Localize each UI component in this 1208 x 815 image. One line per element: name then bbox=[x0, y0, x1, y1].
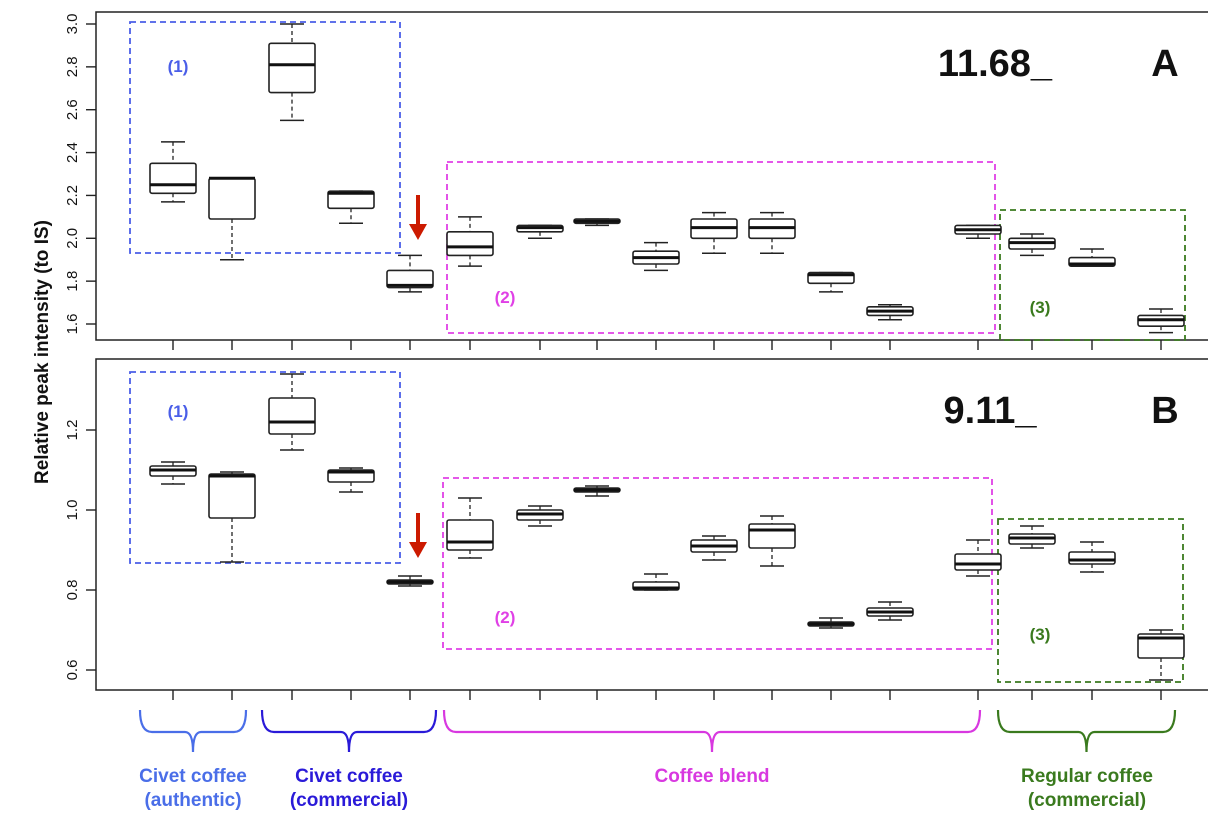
highlight-arrow-head bbox=[409, 224, 427, 240]
box-iqr bbox=[149, 162, 197, 195]
box-plot-13 bbox=[866, 601, 914, 621]
box-plot-16 bbox=[1068, 541, 1116, 573]
box-plot-7 bbox=[516, 224, 564, 240]
y-tick-label: 2.0 bbox=[64, 228, 81, 249]
y-tick-label: 1.0 bbox=[64, 500, 81, 521]
box-iqr bbox=[1137, 633, 1185, 659]
box-plot-8 bbox=[573, 485, 621, 497]
y-tick-label: 2.2 bbox=[64, 185, 81, 206]
box-iqr bbox=[446, 231, 494, 257]
box-plot-11 bbox=[748, 515, 796, 567]
y-tick-label: 3.0 bbox=[64, 14, 81, 35]
box-plot-15 bbox=[1008, 233, 1056, 257]
box-plot-8 bbox=[573, 218, 621, 227]
y-tick-label: 1.8 bbox=[64, 271, 81, 292]
box-plot-6 bbox=[446, 497, 494, 559]
y-tick-label: 1.6 bbox=[64, 314, 81, 335]
box-plot-17 bbox=[1137, 629, 1185, 681]
group-label: Civet coffee bbox=[295, 766, 403, 787]
box-plot-4 bbox=[327, 190, 375, 225]
box-plot-14 bbox=[954, 539, 1002, 577]
highlight-arrow-head bbox=[409, 542, 427, 558]
box-iqr bbox=[954, 553, 1002, 571]
region-label: (2) bbox=[495, 608, 516, 627]
box-plot-7 bbox=[516, 505, 564, 527]
region-label: (1) bbox=[168, 402, 189, 421]
box-iqr bbox=[208, 473, 256, 519]
group-bracket bbox=[260, 709, 438, 753]
y-tick-label: 2.6 bbox=[64, 99, 81, 120]
panel-letter: B bbox=[1151, 390, 1178, 432]
group-region-box bbox=[129, 371, 401, 564]
panel-title: 9.11_ bbox=[944, 390, 1038, 432]
box-iqr bbox=[208, 177, 256, 220]
box-plot-3 bbox=[268, 23, 316, 122]
box-plot-14 bbox=[954, 224, 1002, 240]
y-tick-label: 1.2 bbox=[64, 420, 81, 441]
region-label: (2) bbox=[495, 288, 516, 307]
group-region-box bbox=[129, 21, 401, 254]
box-plot-2 bbox=[208, 471, 256, 563]
group-label: (commercial) bbox=[290, 790, 408, 811]
box-plot-16 bbox=[1068, 248, 1116, 267]
box-plot-5 bbox=[386, 254, 434, 293]
box-iqr bbox=[268, 397, 316, 435]
group-region-box bbox=[999, 209, 1186, 341]
box-plot-11 bbox=[748, 211, 796, 255]
group-bracket bbox=[996, 709, 1177, 753]
box-iqr bbox=[446, 519, 494, 551]
box-plot-3 bbox=[268, 373, 316, 451]
box-plot-15 bbox=[1008, 525, 1056, 549]
box-plot-2 bbox=[208, 176, 256, 261]
box-plot-17 bbox=[1137, 308, 1185, 334]
panel-a: 1.6 1.8 2.0 2.2 2.4 2.6 2.8 3.0 (1) (2) (3) 11.68_ A bbox=[64, 11, 1208, 350]
group-region-box bbox=[997, 518, 1184, 683]
group-label: Regular coffee bbox=[1021, 766, 1153, 787]
panel-title: 11.68_ bbox=[938, 43, 1053, 85]
box-plot-12 bbox=[807, 617, 855, 629]
box-plot-6 bbox=[446, 216, 494, 267]
box-plot-1 bbox=[149, 461, 197, 485]
box-plot-1 bbox=[149, 141, 197, 203]
region-label: (3) bbox=[1030, 298, 1051, 317]
group-label: (authentic) bbox=[144, 790, 241, 811]
group-label: Civet coffee bbox=[139, 766, 247, 787]
y-tick-label: 2.4 bbox=[64, 142, 81, 163]
sample-group-brackets: Civet coffee (authentic) Civet coffee (comm… bbox=[138, 709, 1177, 811]
box-plot-10 bbox=[690, 535, 738, 561]
panel-b: 0.6 0.8 1.0 1.2 (1) (2) (3) 9.11_ B bbox=[64, 358, 1208, 700]
group-label: Coffee blend bbox=[654, 766, 769, 787]
group-label: (commercial) bbox=[1028, 790, 1146, 811]
box-plot-12 bbox=[807, 271, 855, 293]
box-iqr bbox=[386, 269, 434, 289]
box-plot-9 bbox=[632, 573, 680, 591]
plot-frame bbox=[95, 358, 1208, 691]
region-label: (3) bbox=[1030, 625, 1051, 644]
box-iqr bbox=[268, 42, 316, 94]
box-iqr bbox=[327, 190, 375, 210]
box-iqr bbox=[748, 523, 796, 549]
y-axis-label: Relative peak intensity (to IS) bbox=[32, 220, 53, 484]
box-plot-9 bbox=[632, 241, 680, 272]
y-tick-label: 0.8 bbox=[64, 580, 81, 601]
y-tick-label: 2.8 bbox=[64, 56, 81, 77]
box-plot-13 bbox=[866, 303, 914, 321]
panel-letter: A bbox=[1151, 43, 1178, 85]
group-bracket bbox=[442, 709, 982, 753]
group-region-box bbox=[442, 477, 993, 650]
box-plot-10 bbox=[690, 211, 738, 255]
box-plot-5 bbox=[386, 575, 434, 587]
y-tick-label: 0.6 bbox=[64, 660, 81, 681]
region-label: (1) bbox=[168, 57, 189, 76]
box-plot-4 bbox=[327, 467, 375, 493]
box-iqr bbox=[1068, 551, 1116, 565]
plot-frame bbox=[95, 11, 1208, 341]
group-bracket bbox=[138, 709, 248, 753]
